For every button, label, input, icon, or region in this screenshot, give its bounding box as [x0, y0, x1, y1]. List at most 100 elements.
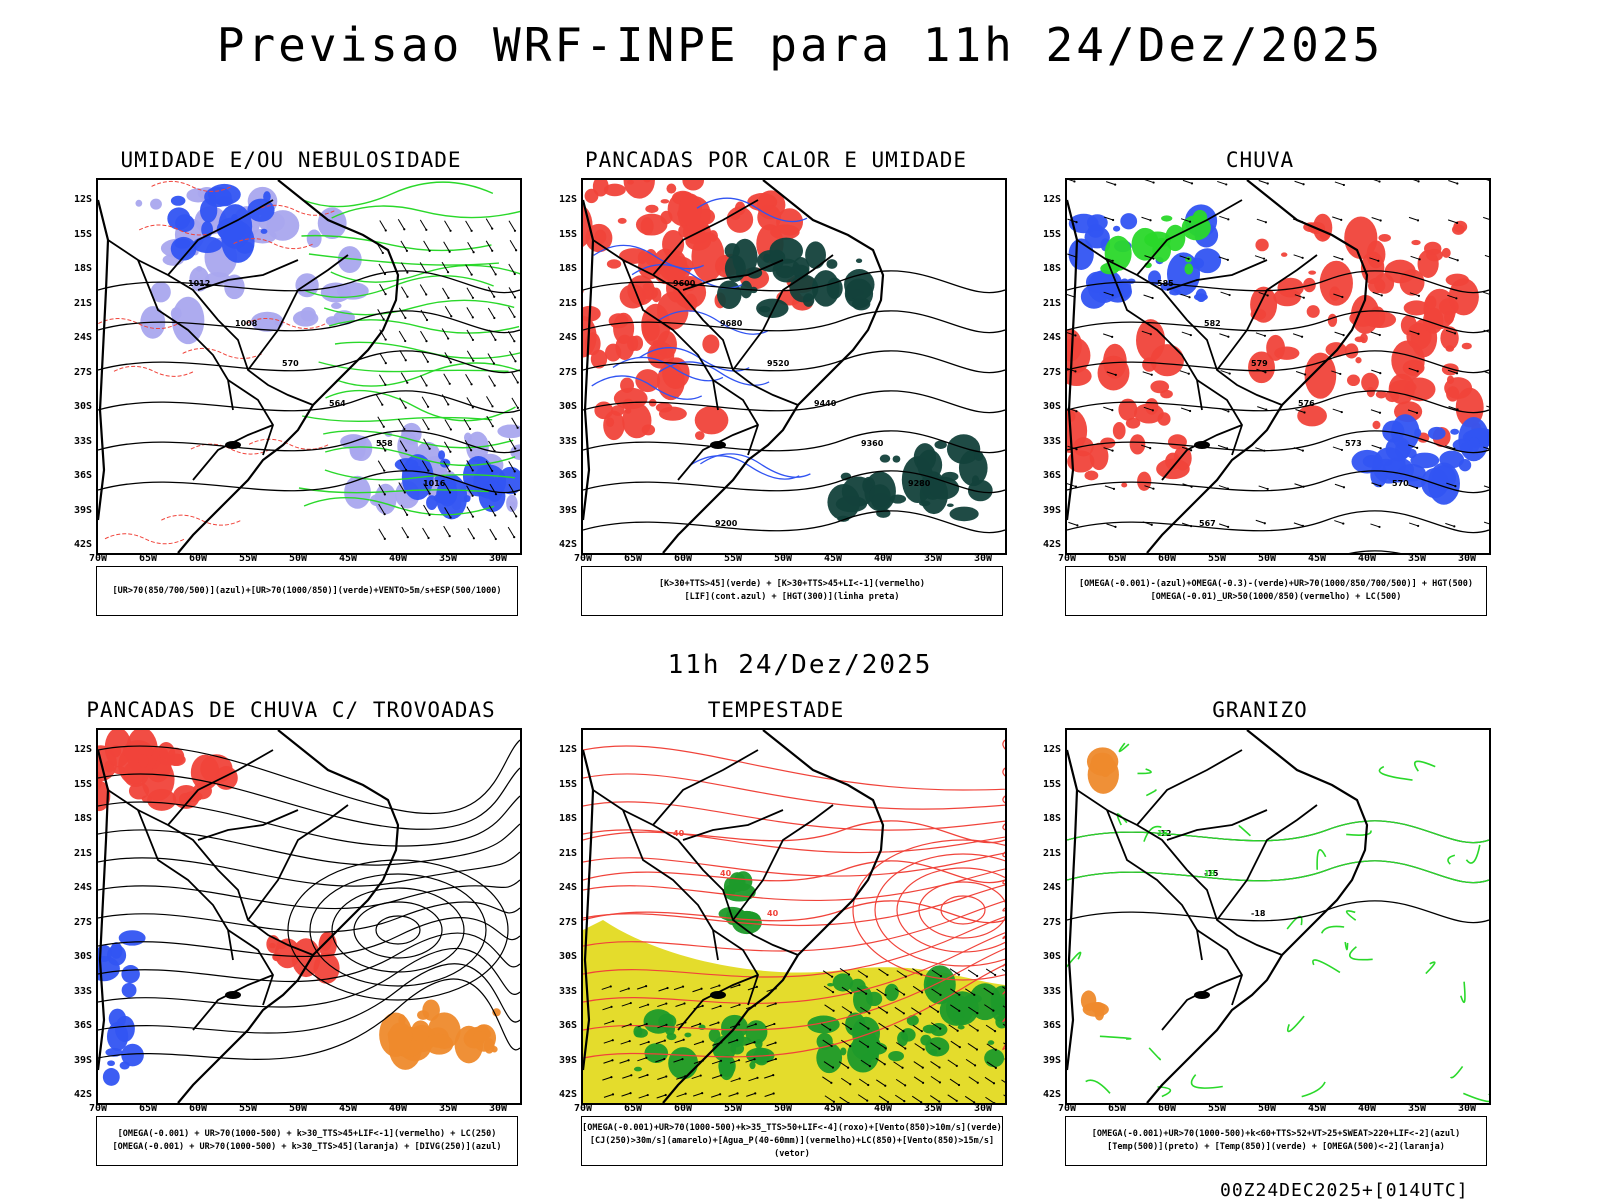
wind-vector: [1183, 180, 1192, 183]
wind-vector: [398, 419, 404, 429]
wind-vector-head: [1417, 370, 1419, 372]
wind-vector-head: [976, 1012, 978, 1014]
wind-vector-head: [473, 537, 475, 539]
wind-vector: [467, 397, 473, 407]
lat-tick-label: 21S: [1027, 848, 1061, 859]
wind-vector-head: [383, 470, 385, 472]
legend-box: [OMEGA(-0.001)+UR>70(1000-500)+k>35_TTS>…: [581, 1116, 1003, 1166]
wind-vector: [490, 529, 496, 539]
wind-vector-head: [719, 1093, 721, 1095]
wind-vector-head: [491, 228, 493, 230]
wind-vector: [378, 461, 384, 471]
divergence-blue-area: [122, 983, 137, 998]
wind-vector-head: [1267, 488, 1269, 490]
wind-vector: [401, 241, 407, 251]
rain-red-area: [1403, 360, 1425, 376]
wind-vector-head: [449, 535, 451, 537]
wind-vector-head: [381, 404, 383, 406]
temp850-contour: [1322, 926, 1344, 933]
wind-vector-head: [756, 986, 758, 988]
lon-tick-label: 70W: [563, 1103, 603, 1114]
temp850-contour: [1426, 962, 1435, 973]
lon-tick-label: 35W: [913, 553, 953, 564]
lon-tick-label: 40W: [378, 1103, 418, 1114]
wind-vector-head: [1152, 488, 1154, 490]
contour-label: 579: [1251, 359, 1268, 368]
lon-tick-label: 55W: [228, 1103, 268, 1114]
wind-vector-head: [1267, 182, 1269, 184]
convection-red-area: [585, 189, 599, 203]
storm-red-area: [142, 795, 153, 802]
wind-vector-head: [1342, 334, 1344, 336]
rain-red-area: [1150, 380, 1169, 393]
wind-vector-head: [995, 1049, 997, 1051]
convection-green-area: [880, 455, 890, 463]
wind-green-area: [929, 1049, 937, 1055]
lon-tick-label: 60W: [663, 553, 703, 564]
lat-tick-label: 36S: [58, 1020, 92, 1031]
wind-vector-head: [1302, 450, 1304, 452]
storm-orange-area: [491, 1046, 497, 1052]
lat-tick-label: 12S: [543, 194, 577, 205]
wind-vector-head: [921, 1030, 923, 1032]
wind-vector: [1335, 182, 1344, 185]
rain-red-area: [1400, 269, 1425, 295]
wind-vector: [1143, 372, 1152, 375]
convection-red-area: [695, 406, 729, 434]
valid-time-title: 11h 24/Dez/2025: [0, 650, 1600, 680]
wind-vector: [1259, 180, 1268, 183]
wind-vector-head: [739, 1077, 741, 1079]
wind-vector-head: [738, 984, 740, 986]
wind-vector: [1103, 407, 1112, 410]
wind-vector-head: [886, 1012, 888, 1014]
lake-mark: [225, 991, 241, 999]
lat-tick-label: 42S: [58, 1089, 92, 1100]
wind-vector: [1371, 410, 1380, 413]
wind-vector: [420, 220, 426, 230]
wind-vector-head: [754, 1092, 756, 1094]
temp850-contour: [1239, 826, 1250, 836]
wind-vector: [489, 376, 495, 386]
contour-label: 567: [1199, 519, 1216, 528]
wind-vector-head: [407, 536, 409, 538]
rain-red-area: [1426, 249, 1443, 261]
wind-green-area: [920, 1035, 931, 1046]
wind-vector-head: [1188, 296, 1190, 298]
rain-red-area: [1442, 248, 1451, 258]
legend-line-1: [UR>70(850/700/500)](azul)+[UR>70(1000/8…: [113, 585, 502, 598]
lat-tick-label: 15S: [58, 229, 92, 240]
wind-vector: [486, 219, 492, 229]
wind-vector-head: [450, 361, 452, 363]
wind-vector-head: [630, 1023, 632, 1025]
country-border: [1137, 750, 1242, 825]
wind-vector-head: [973, 994, 975, 996]
wind-vector: [1295, 181, 1304, 184]
temp850-contour: [1086, 1080, 1110, 1093]
wind-vector-head: [976, 975, 978, 977]
wind-vector-head: [738, 1004, 740, 1006]
wind-vector-head: [831, 1045, 833, 1047]
wind-vector-head: [666, 987, 668, 989]
lon-tick-label: 55W: [713, 553, 753, 564]
wind-vector-head: [514, 230, 516, 232]
wind-vector-head: [514, 493, 516, 495]
wind-vector: [466, 221, 472, 231]
wind-vector-head: [1227, 259, 1229, 261]
wind-vector-head: [665, 1024, 667, 1026]
lon-tick-label: 65W: [613, 1103, 653, 1114]
legend-line-1: [OMEGA(-0.001)+UR>70(1000-500)+k<60+TTS>…: [1092, 1128, 1460, 1141]
temp850-contour: [1461, 982, 1465, 1003]
convection-red-area: [702, 334, 719, 353]
temp850-contour: [1317, 850, 1326, 870]
wind-vector: [379, 375, 385, 385]
wind-vector-head: [922, 1067, 924, 1069]
wind-vector-head: [427, 537, 429, 539]
wind-vector: [1333, 256, 1342, 259]
lat-tick-label: 36S: [543, 1020, 577, 1031]
temp850-contour: [1313, 960, 1340, 973]
wind-vector: [401, 287, 407, 297]
humidity-blue-core: [192, 237, 222, 253]
wind-green-area: [888, 1051, 904, 1061]
wind-green-area: [930, 1023, 947, 1036]
contour-label: 582: [1204, 319, 1221, 328]
